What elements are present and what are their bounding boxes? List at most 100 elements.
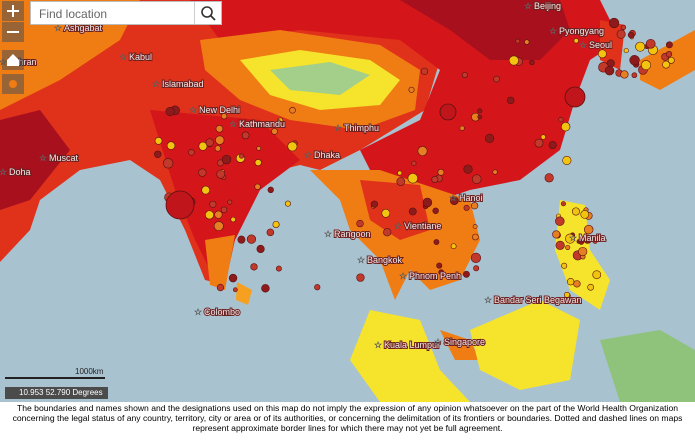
south-india — [205, 235, 235, 290]
station-dot — [383, 228, 392, 237]
station-dot — [631, 72, 638, 79]
station-dot — [436, 262, 443, 269]
china-darkred — [400, 0, 570, 60]
station-dot — [275, 265, 282, 272]
station-dot — [524, 39, 530, 45]
station-dot — [571, 207, 580, 216]
city-label: Colombo — [204, 307, 240, 317]
station-dot — [584, 224, 594, 235]
station-dot — [629, 55, 640, 66]
station-dot — [396, 177, 406, 186]
station-dot — [472, 233, 479, 241]
station-dot — [254, 183, 261, 190]
station-dot — [665, 41, 673, 49]
station-dot — [597, 49, 607, 59]
zoom-in[interactable] — [2, 1, 24, 21]
station-dot — [529, 59, 535, 66]
search-button[interactable] — [194, 2, 221, 24]
station-dot — [263, 120, 270, 128]
station-dot — [246, 234, 257, 244]
station-dot — [627, 31, 635, 39]
city-star: ☆ — [399, 271, 407, 281]
station-dot — [215, 135, 225, 145]
city-star: ☆ — [324, 229, 332, 239]
city-label: Phnom Penh — [409, 271, 461, 281]
station-dot — [370, 200, 378, 208]
coordinates: 10.953 52.790 Degrees — [5, 387, 108, 399]
station-dot — [492, 169, 498, 175]
station-dot — [573, 38, 579, 44]
station-dot — [548, 141, 557, 150]
map[interactable]: ☆Ashgabat☆Tehran☆Kabul☆Islamabad☆New Del… — [0, 0, 695, 402]
station-dot — [587, 283, 595, 291]
station-dot-large — [165, 190, 195, 220]
city-star: ☆ — [434, 337, 442, 347]
sri-lanka — [236, 282, 252, 305]
search-placeholder: Find location — [39, 7, 108, 21]
station-dot — [461, 72, 468, 79]
station-dot — [214, 145, 221, 152]
scale-label: 1000km — [75, 367, 104, 376]
sumatra — [350, 310, 470, 402]
station-dot — [580, 209, 590, 219]
station-dot — [154, 150, 162, 158]
city-label: Kathmandu — [239, 119, 285, 129]
station-dot — [216, 169, 226, 179]
station-dot — [470, 252, 482, 263]
station-dot — [493, 75, 500, 83]
search-box[interactable]: Find location — [30, 1, 222, 25]
city-star: ☆ — [189, 105, 197, 115]
malaysia — [440, 330, 480, 360]
station-dot — [583, 234, 593, 244]
station-dot — [544, 173, 554, 183]
station-dot — [272, 220, 280, 228]
city-label: Doha — [9, 167, 31, 177]
city-star: ☆ — [0, 167, 7, 177]
station-dot — [166, 141, 176, 150]
city-star: ☆ — [579, 40, 587, 50]
station-dot — [463, 164, 473, 174]
myanmar-red — [360, 180, 430, 240]
station-dot — [381, 208, 391, 218]
station-dot — [411, 160, 417, 166]
station-dot — [408, 86, 415, 93]
station-dot — [534, 138, 544, 148]
station-dot — [407, 173, 419, 184]
station-dot — [238, 153, 245, 159]
station-dot — [250, 263, 258, 271]
home-button[interactable] — [2, 50, 24, 70]
station-dot — [604, 65, 615, 76]
arabia-darkred — [0, 110, 70, 210]
station-dot — [578, 246, 588, 257]
station-dot — [408, 207, 417, 216]
station-dot — [397, 170, 403, 176]
station-dot — [221, 154, 232, 165]
station-dot — [267, 186, 274, 193]
station-dot — [562, 155, 572, 165]
station-dot — [237, 235, 246, 244]
station-dot — [472, 224, 478, 229]
city-label: Manila — [579, 233, 606, 243]
zoom-out[interactable] — [2, 22, 24, 42]
station-dot — [162, 158, 174, 169]
layer-button[interactable] — [2, 74, 24, 94]
city-star: ☆ — [334, 123, 342, 133]
city-label: Hanoi — [459, 193, 483, 203]
station-dot — [198, 168, 207, 177]
station-dot — [209, 200, 217, 208]
city-star: ☆ — [449, 193, 457, 203]
city-label: Bangkok — [367, 255, 403, 265]
station-dot — [198, 141, 208, 151]
station-dot — [555, 216, 565, 226]
station-dot — [555, 240, 565, 250]
station-dot — [459, 125, 465, 131]
station-dot — [437, 168, 445, 176]
station-dot — [205, 138, 214, 147]
city-star: ☆ — [357, 255, 365, 265]
india — [150, 110, 300, 280]
city-label: Singapore — [444, 337, 485, 347]
station-dot — [201, 185, 211, 195]
station-dot — [314, 284, 321, 291]
city-label: New Delhi — [199, 105, 240, 115]
station-dot — [564, 291, 571, 298]
